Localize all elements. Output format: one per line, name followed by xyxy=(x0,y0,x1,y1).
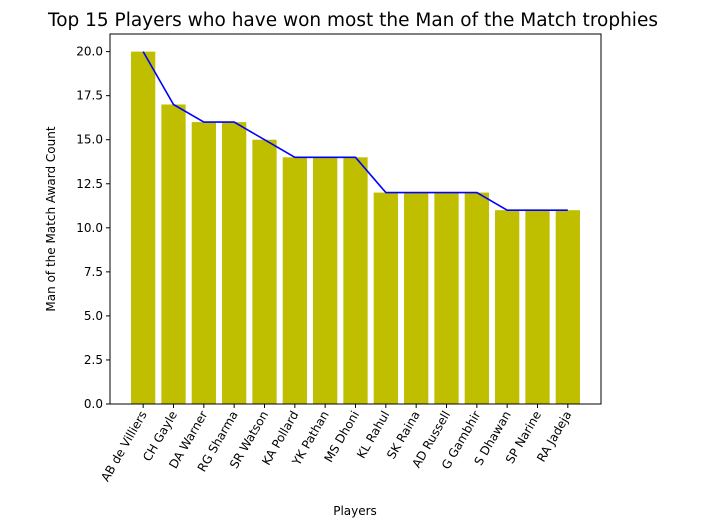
y-tick-label-4: 10.0 xyxy=(76,221,103,235)
bar-2 xyxy=(191,122,216,404)
y-tick-label-6: 15.0 xyxy=(76,133,103,147)
y-axis-ticks: 0.0 2.5 5.0 7.5 10.0 12.5 15.0 17.5 20.0 xyxy=(76,45,110,411)
x-axis-label: Players xyxy=(333,504,377,518)
bar-3 xyxy=(222,122,247,404)
bars-group xyxy=(131,51,580,405)
y-tick-label-5: 12.5 xyxy=(76,177,103,191)
bar-14 xyxy=(555,210,580,404)
chart-title: Top 15 Players who have won most the Man… xyxy=(47,10,658,31)
bar-1 xyxy=(161,104,186,404)
bar-7 xyxy=(343,157,368,404)
bar-12 xyxy=(495,210,520,404)
x-tick-label-0: AB de Villiers xyxy=(98,409,150,484)
bar-5 xyxy=(282,157,307,404)
bar-9 xyxy=(404,192,429,404)
bar-8 xyxy=(373,192,398,404)
trend-line xyxy=(142,51,568,211)
bar-4 xyxy=(252,139,277,404)
bar-13 xyxy=(525,210,550,404)
y-tick-label-3: 7.5 xyxy=(84,265,103,279)
bar-6 xyxy=(313,157,338,404)
y-tick-label-2: 5.0 xyxy=(84,309,103,323)
bar-11 xyxy=(464,192,489,404)
plot-area: 0.0 2.5 5.0 7.5 10.0 12.5 15.0 17.5 20.0 AB de V… xyxy=(76,33,602,484)
y-tick-label-1: 2.5 xyxy=(84,353,103,367)
y-tick-label-8: 20.0 xyxy=(76,45,103,59)
y-axis-label: Man of the Match Award Count xyxy=(44,126,58,311)
y-tick-label-0: 0.0 xyxy=(84,397,103,411)
y-tick-label-7: 17.5 xyxy=(76,89,103,103)
bar-0 xyxy=(131,51,156,405)
bar-10 xyxy=(434,192,459,404)
